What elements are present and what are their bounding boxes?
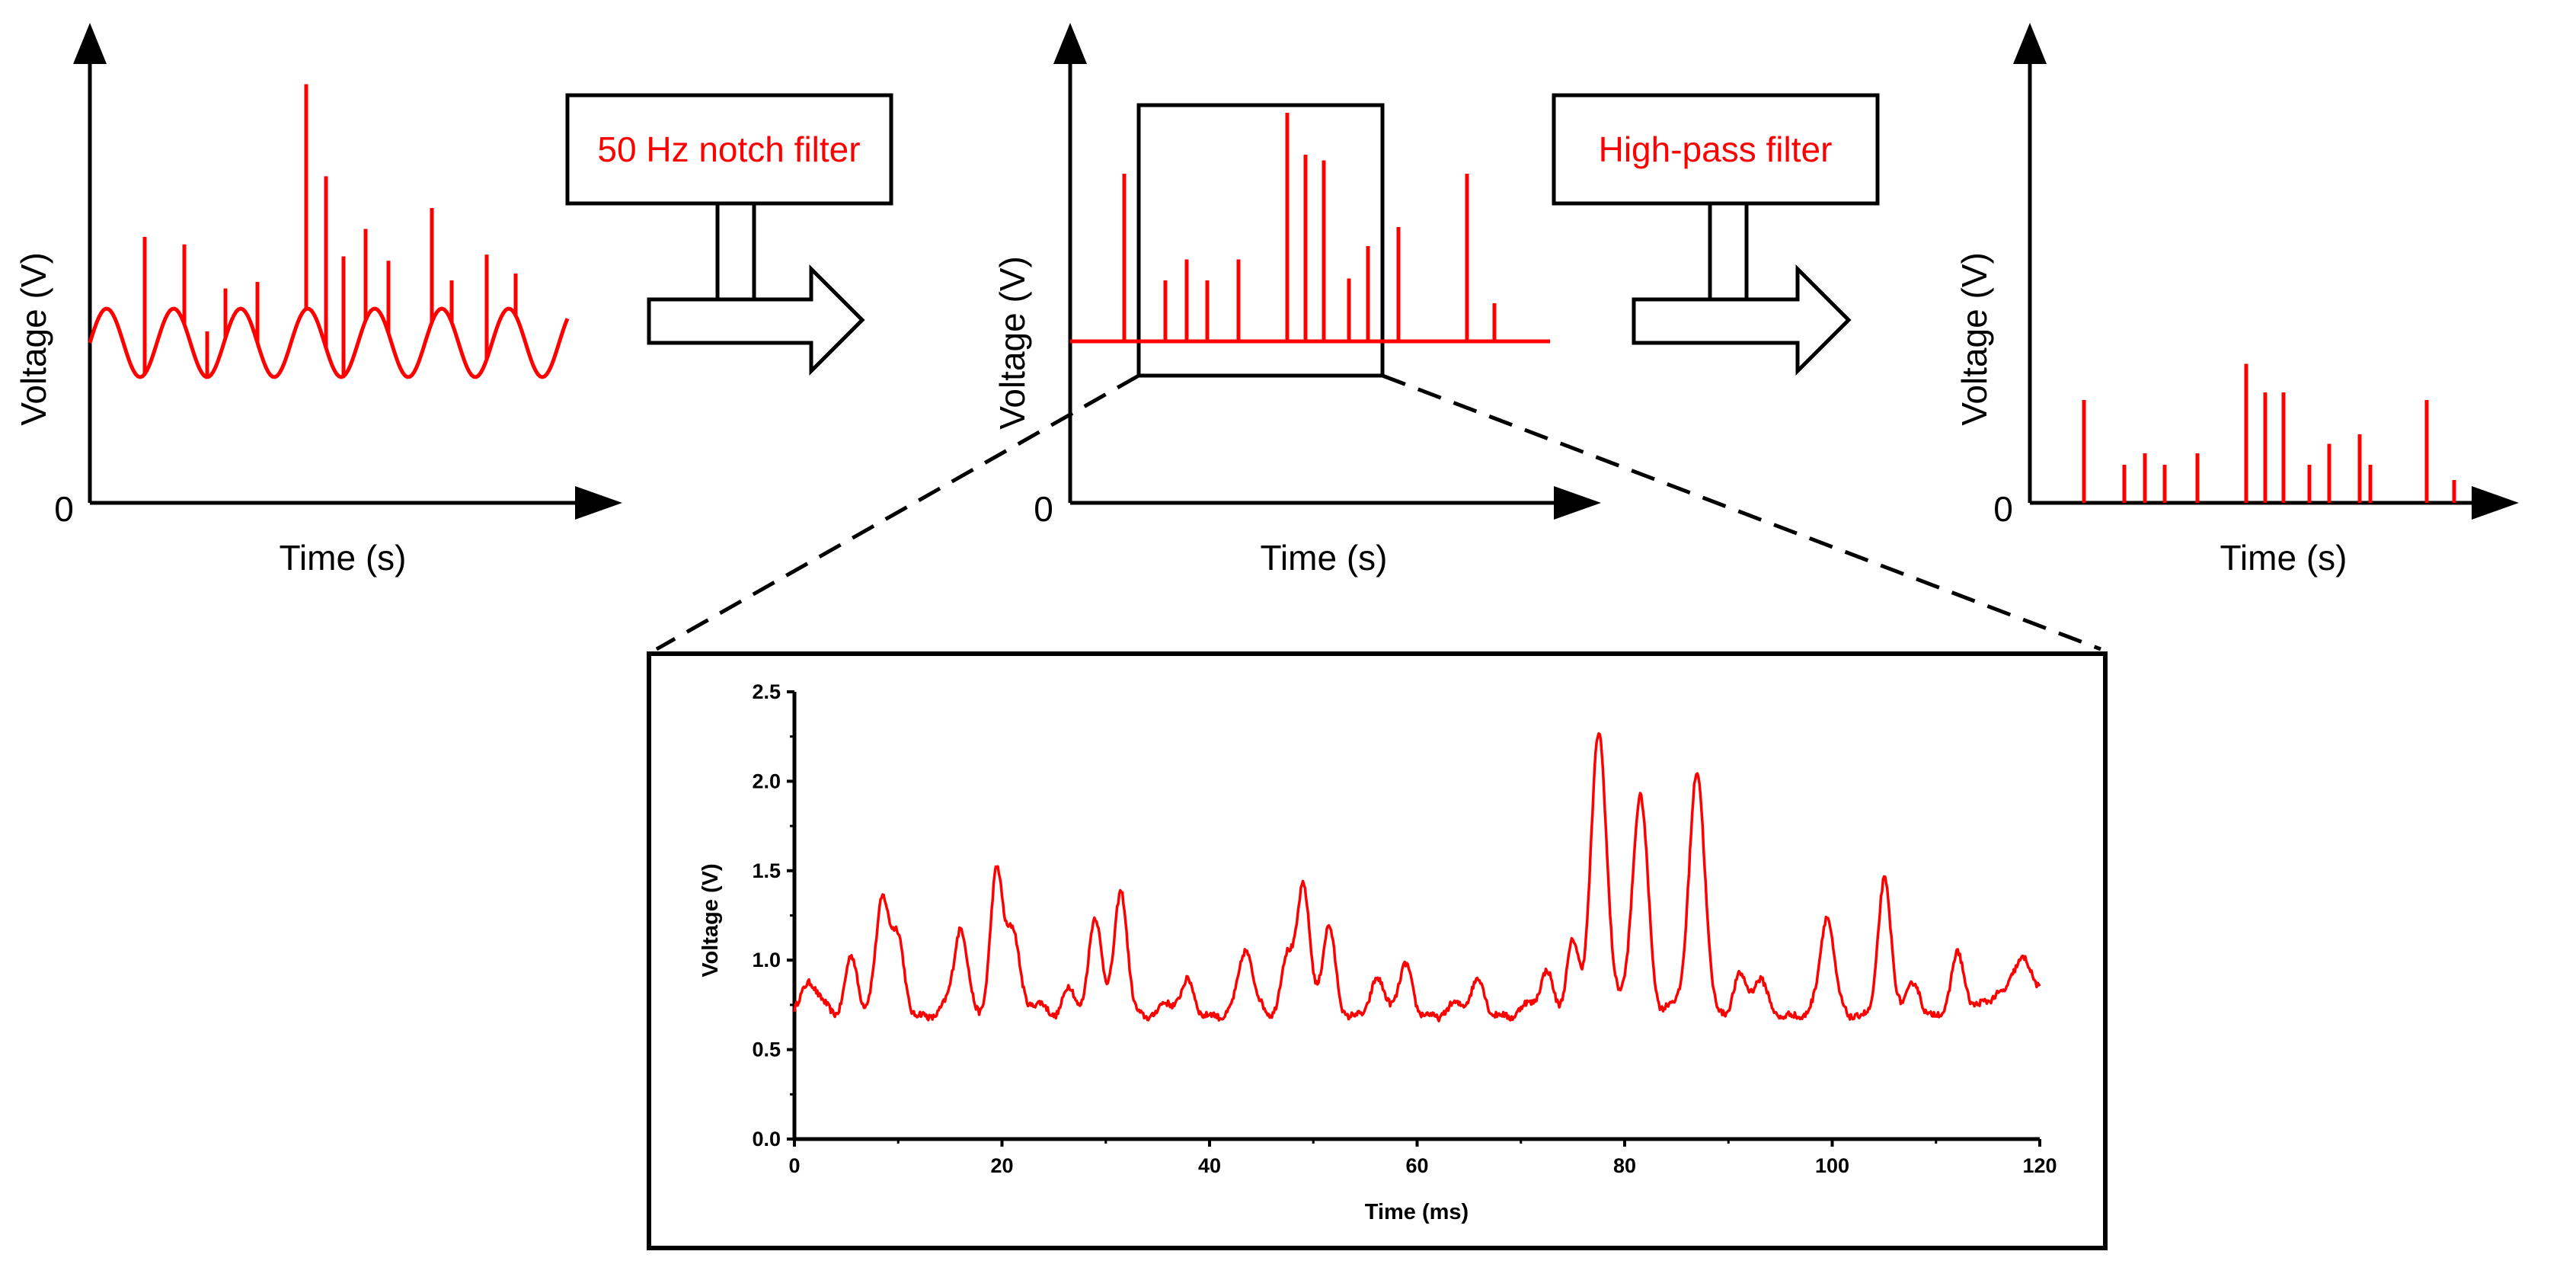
notched-x-label: Time (s): [1261, 538, 1388, 578]
x-tick-label: 60: [1405, 1154, 1428, 1177]
zoom-region-box: [1136, 103, 1385, 378]
highpass-origin-label: 0: [1993, 489, 2013, 529]
inset-ticks: 0 20 40 60 80 100 120 0.0 0.5 1.0 1.5 2.0 2.5: [752, 680, 2057, 1177]
x-tick-label: 20: [990, 1154, 1013, 1177]
x-tick-label: 0: [788, 1154, 800, 1177]
inset-chart: 0 20 40 60 80 100 120 0.0 0.5 1.0 1.5 2.0 2.5 Voltag…: [647, 651, 2108, 1250]
zoom-connector-left: [655, 373, 1140, 651]
highpass-filter-stem: [1708, 201, 1749, 305]
highpass-signal-panel: Voltage (V) Time (s) 0: [1954, 23, 2519, 578]
inset-x-label: Time (ms): [1365, 1200, 1469, 1224]
y-tick-label: 0.5: [752, 1038, 781, 1061]
notched-x-axis-arrow: [1554, 486, 1601, 520]
x-tick-label: 40: [1198, 1154, 1221, 1177]
x-tick-label: 120: [2022, 1154, 2057, 1177]
highpass-filter-label: High-pass filter: [1599, 130, 1833, 169]
y-tick-label: 1.5: [752, 859, 781, 882]
raw-signal-panel: Voltage (V) Time (s) 0: [14, 23, 622, 578]
raw-origin-label: 0: [54, 489, 74, 529]
highpass-spikes: [2082, 363, 2456, 503]
raw-x-label: Time (s): [280, 538, 407, 578]
highpass-filter-block: High-pass filter: [1552, 93, 1880, 376]
highpass-x-axis-arrow: [2472, 486, 2519, 520]
raw-spikes: [142, 84, 518, 377]
notch-filter-label: 50 Hz notch filter: [597, 130, 860, 169]
notched-signal-panel: Voltage (V) Time (s) 0: [992, 23, 1601, 578]
highpass-y-label: Voltage (V): [1954, 252, 1994, 426]
highpass-y-axis-arrow: [2013, 23, 2047, 64]
highpass-x-label: Time (s): [2220, 538, 2347, 578]
x-tick-label: 80: [1613, 1154, 1636, 1177]
raw-sine-wave: [88, 306, 570, 379]
inset-frame: [647, 651, 2108, 1250]
highpass-flow-arrow: [1632, 264, 1852, 376]
y-tick-label: 2.5: [752, 680, 781, 703]
notch-flow-arrow: [647, 264, 865, 376]
notched-y-axis-arrow: [1053, 23, 1087, 64]
highpass-filter-box: [1552, 93, 1880, 206]
raw-y-axis-arrow: [73, 23, 107, 64]
inset-y-label: Voltage (V): [698, 863, 723, 977]
notch-filter-block: 50 Hz notch filter: [565, 93, 893, 376]
zoom-connector-right: [1382, 373, 2101, 651]
raw-x-axis-arrow: [575, 486, 622, 520]
notched-spikes: [1122, 113, 1497, 341]
notched-y-label: Voltage (V): [992, 256, 1032, 430]
raw-y-label: Voltage (V): [14, 252, 53, 426]
y-tick-label: 2.0: [752, 770, 781, 792]
notch-filter-stem: [715, 201, 756, 305]
x-tick-label: 100: [1815, 1154, 1849, 1177]
inset-voltage-trace: [793, 732, 2041, 1022]
y-tick-label: 1.0: [752, 949, 781, 971]
y-tick-label: 0.0: [752, 1128, 781, 1150]
notched-origin-label: 0: [1034, 489, 1053, 529]
